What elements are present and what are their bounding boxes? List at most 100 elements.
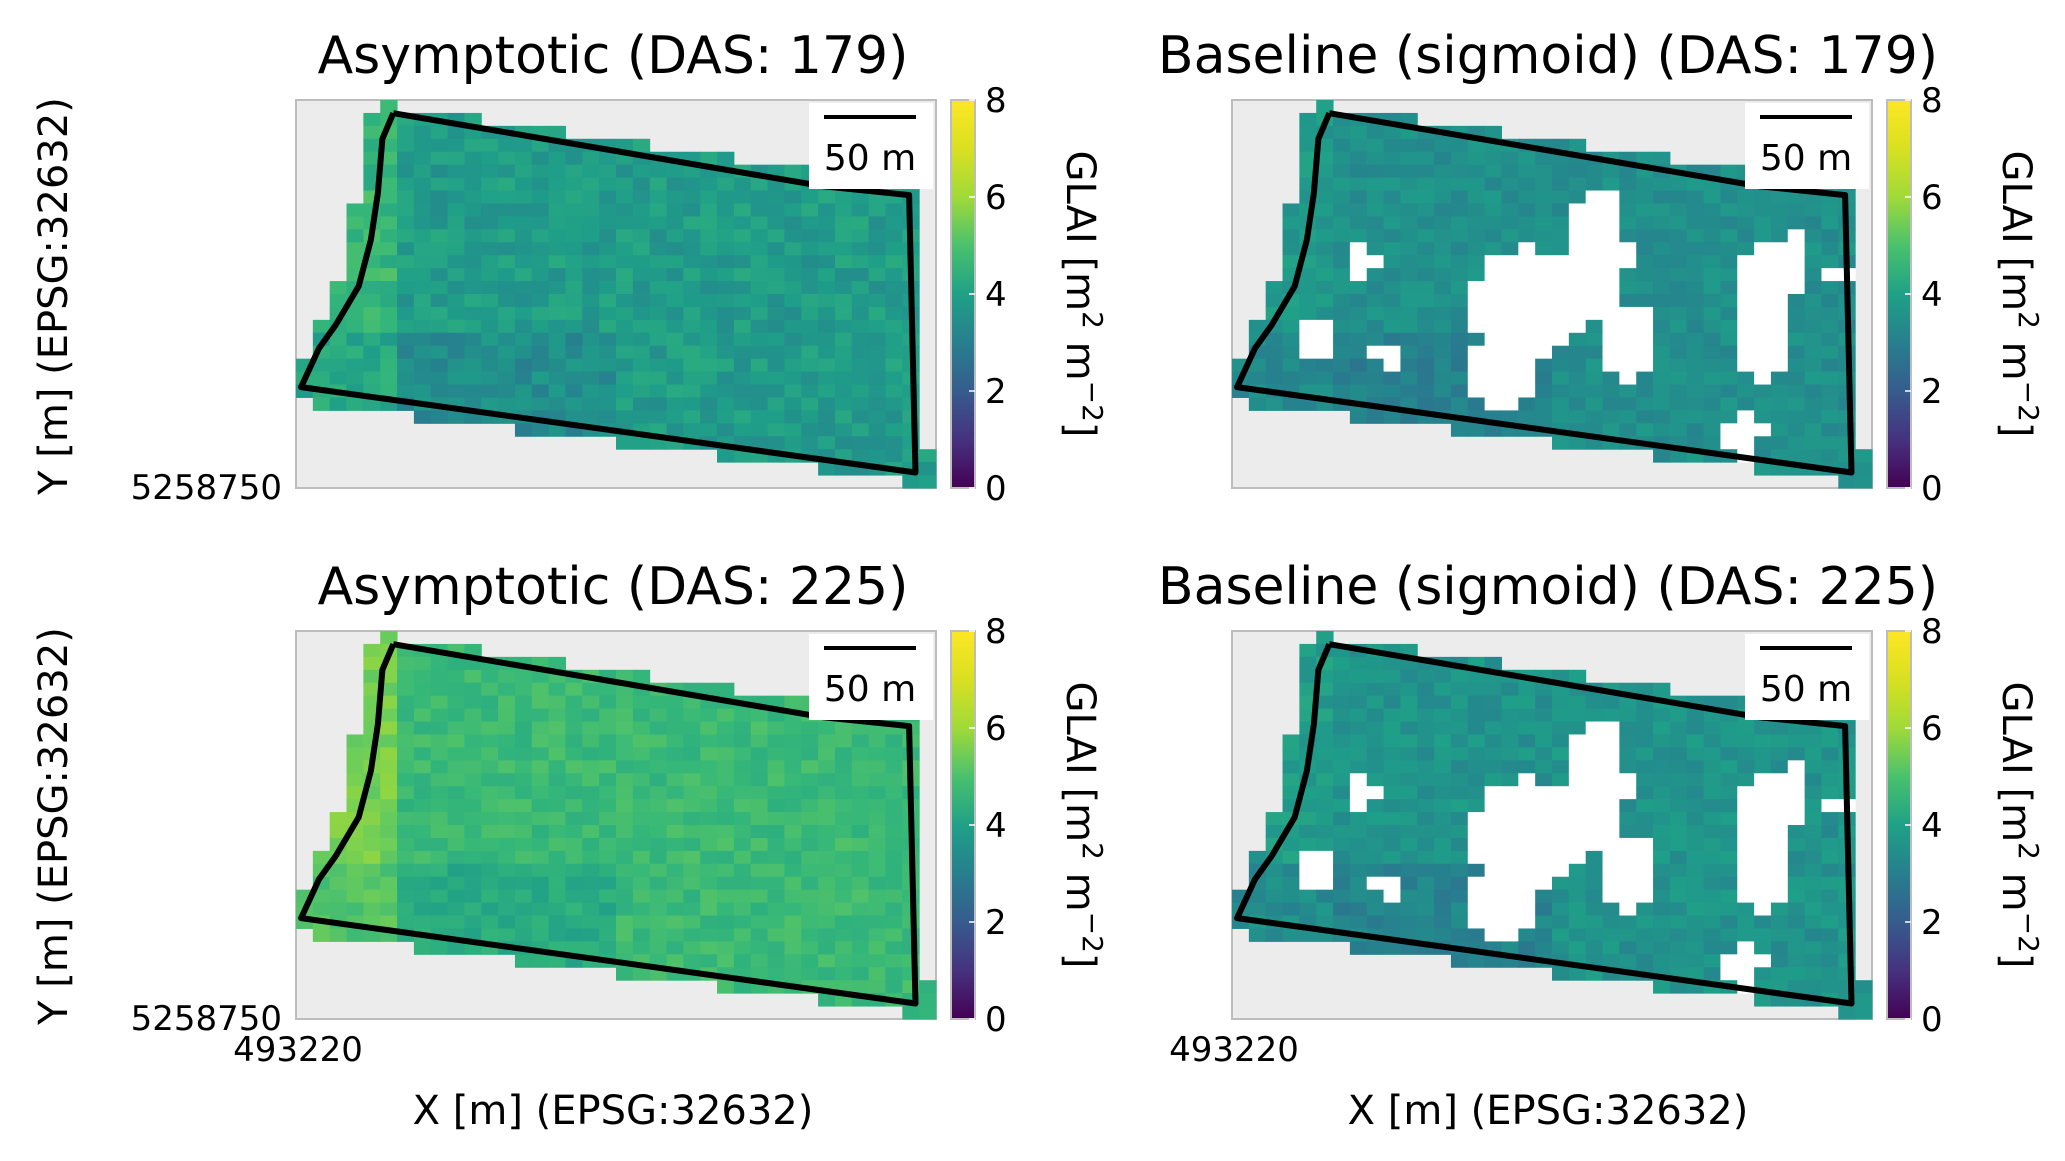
no-data-pixel <box>1636 850 1654 865</box>
glai-pixel <box>582 410 600 424</box>
glai-pixel <box>531 954 550 968</box>
glai-pixel <box>1366 151 1385 166</box>
glai-pixel <box>498 669 516 684</box>
glai-pixel <box>1316 190 1334 204</box>
glai-pixel <box>397 332 415 347</box>
glai-pixel <box>1619 177 1637 192</box>
glai-pixel <box>767 332 785 347</box>
glai-pixel <box>851 242 870 256</box>
glai-pixel <box>717 151 735 166</box>
glai-pixel <box>1316 708 1334 723</box>
glai-pixel <box>818 915 836 929</box>
no-data-pixel <box>1501 319 1519 334</box>
glai-pixel <box>666 410 684 424</box>
no-data-pixel <box>1602 294 1620 308</box>
glai-pixel <box>632 384 651 398</box>
glai-pixel <box>1787 902 1806 917</box>
glai-pixel <box>1669 306 1688 321</box>
glai-pixel <box>632 281 651 295</box>
glai-pixel <box>1417 915 1435 929</box>
glai-pixel <box>733 203 752 217</box>
glai-pixel <box>801 825 819 839</box>
glai-pixel <box>1417 773 1435 787</box>
glai-pixel <box>683 812 701 826</box>
glai-pixel <box>599 812 617 826</box>
glai-pixel <box>1552 967 1570 981</box>
glai-pixel <box>447 799 465 813</box>
glai-pixel <box>464 164 482 179</box>
glai-pixel <box>1720 760 1738 774</box>
glai-pixel <box>1366 941 1385 955</box>
glai-pixel <box>1333 850 1351 865</box>
no-data-pixel <box>1484 915 1502 929</box>
glai-pixel <box>329 902 348 917</box>
glai-pixel <box>616 255 634 269</box>
glai-pixel <box>1349 319 1368 334</box>
no-data-pixel <box>1602 216 1620 230</box>
glai-pixel <box>1450 164 1469 179</box>
glai-pixel <box>1434 138 1452 153</box>
glai-pixel <box>413 812 432 826</box>
glai-pixel <box>1737 902 1755 917</box>
glai-pixel <box>1349 151 1368 166</box>
glai-pixel <box>1653 980 1671 994</box>
no-data-pixel <box>1602 863 1620 878</box>
glai-pixel <box>413 125 432 140</box>
glai-pixel <box>616 695 634 710</box>
glai-pixel <box>413 863 432 878</box>
no-data-pixel <box>1720 954 1738 968</box>
glai-pixel <box>413 876 432 891</box>
glai-pixel <box>717 397 735 411</box>
glai-pixel <box>1821 928 1839 942</box>
glai-pixel <box>498 850 516 865</box>
glai-pixel <box>1552 216 1570 230</box>
glai-pixel <box>582 915 600 929</box>
glai-pixel <box>1653 216 1671 230</box>
glai-pixel <box>1636 384 1654 398</box>
glai-pixel <box>1804 423 1822 437</box>
glai-pixel <box>1400 190 1418 204</box>
glai-pixel <box>1383 760 1401 774</box>
glai-pixel <box>329 332 348 347</box>
glai-pixel <box>885 384 903 398</box>
no-data-pixel <box>1535 876 1553 891</box>
glai-pixel <box>919 993 937 1007</box>
glai-pixel <box>851 294 870 308</box>
glai-pixel <box>834 967 853 981</box>
glai-pixel <box>666 294 684 308</box>
glai-pixel <box>733 371 752 386</box>
no-data-pixel <box>1467 319 1486 334</box>
no-data-pixel <box>1484 268 1502 282</box>
no-data-pixel <box>1737 319 1755 334</box>
glai-pixel <box>750 255 769 269</box>
glai-pixel <box>818 760 836 774</box>
glai-pixel <box>632 255 651 269</box>
glai-pixel <box>683 281 701 295</box>
glai-pixel <box>818 721 836 735</box>
no-data-pixel <box>1568 734 1587 748</box>
glai-pixel <box>868 747 886 761</box>
glai-pixel <box>784 216 802 230</box>
glai-pixel <box>851 410 870 424</box>
glai-pixel <box>750 281 769 295</box>
glai-pixel <box>683 255 701 269</box>
glai-pixel <box>902 1006 920 1020</box>
glai-pixel <box>1316 384 1334 398</box>
glai-pixel <box>1804 294 1822 308</box>
glai-pixel <box>1434 708 1452 723</box>
no-data-pixel <box>1754 371 1772 386</box>
glai-pixel <box>1669 786 1688 800</box>
glai-pixel <box>1703 773 1721 787</box>
x-axis-label-left: X [m] (EPSG:32632) <box>413 1088 814 1134</box>
glai-pixel <box>784 242 802 256</box>
glai-pixel <box>632 837 651 852</box>
glai-pixel <box>1349 682 1368 697</box>
glai-pixel <box>1400 268 1418 282</box>
glai-pixel <box>380 319 398 334</box>
glai-pixel <box>1467 151 1486 166</box>
glai-pixel <box>1450 708 1469 723</box>
glai-pixel <box>481 928 499 942</box>
glai-pixel <box>397 825 415 839</box>
no-data-pixel <box>1770 812 1789 826</box>
glai-pixel <box>1669 708 1688 723</box>
